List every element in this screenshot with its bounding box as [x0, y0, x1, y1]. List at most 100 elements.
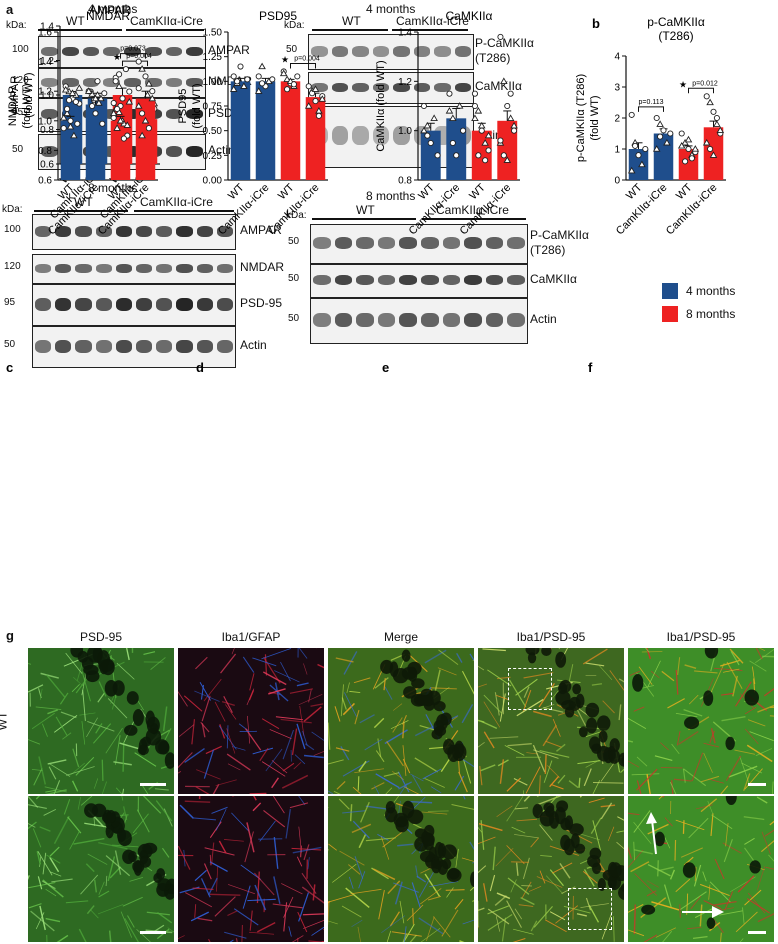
blot-band: [372, 126, 389, 146]
scale-bar: [140, 783, 166, 786]
blot-band: [216, 339, 233, 353]
blot-band: [115, 225, 132, 237]
blot-title: 8 months: [88, 181, 138, 195]
bar: [135, 98, 156, 180]
blot-band: [413, 45, 430, 57]
data-point: [656, 120, 664, 127]
blot-title: 4 months: [366, 2, 416, 16]
micrograph-column-header: PSD-95: [79, 630, 123, 644]
data-point: [682, 158, 689, 165]
blot-band: [95, 225, 112, 237]
data-point: [135, 85, 142, 92]
blot-band: [352, 82, 369, 93]
data-point: [134, 102, 143, 109]
y-tick-label: 1.4: [40, 22, 54, 33]
blot-band: [454, 45, 471, 57]
blot-band: [115, 339, 132, 353]
blot-band: [507, 237, 525, 250]
data-point: [63, 109, 71, 117]
data-point: [123, 121, 132, 128]
data-point: [109, 109, 118, 117]
protein-name: P-CaMKIIα: [475, 36, 534, 50]
blot-band: [216, 225, 233, 237]
data-point: [279, 69, 288, 77]
panel-letter: f: [588, 360, 593, 375]
blot-title: 4 months: [88, 2, 138, 16]
scale-bar: [748, 783, 766, 786]
molecular-weight-label: 95: [12, 107, 24, 118]
blot-band: [196, 339, 213, 353]
data-point: [423, 121, 432, 129]
blot-band: [372, 82, 389, 93]
blot-band: [144, 77, 162, 87]
y-tick-label: 1.6: [38, 28, 52, 39]
blot-band: [165, 46, 183, 57]
micrograph-render: [328, 796, 474, 942]
data-point: [507, 90, 514, 97]
data-point: [312, 98, 319, 105]
blot-band: [124, 109, 141, 120]
data-point: [510, 127, 518, 134]
blot-band: [464, 313, 482, 328]
p-value-label: p=0.073: [120, 46, 146, 53]
data-point: [497, 33, 504, 40]
blot-band: [216, 297, 233, 311]
data-point: [424, 132, 431, 139]
micrograph-image: [28, 648, 174, 794]
protein-site: (T286): [475, 51, 511, 65]
kda-label: kDa:: [284, 20, 305, 31]
blot-band: [103, 46, 120, 57]
blot-band: [95, 263, 112, 273]
bar: [653, 133, 674, 180]
data-point: [237, 63, 244, 70]
data-point: [141, 116, 150, 124]
data-point: [482, 157, 489, 164]
blot-band: [331, 126, 348, 146]
data-point: [84, 87, 93, 94]
kda-label: kDa:: [6, 20, 27, 31]
blot-band: [75, 297, 92, 311]
blot-band: [35, 225, 52, 237]
blot-band: [356, 237, 374, 250]
y-tick-label: 3: [614, 83, 620, 94]
blot-band: [165, 77, 183, 87]
protein-name: AMPAR: [240, 223, 282, 237]
p-value-label: p=0.004: [126, 53, 152, 60]
y-axis-label-unit: (fold WT): [21, 83, 33, 128]
data-point: [504, 102, 511, 110]
data-point: [94, 78, 101, 85]
molecular-weight-label: 50: [288, 273, 300, 284]
blot-band: [399, 275, 417, 286]
blot-band: [186, 109, 203, 120]
data-point: [64, 105, 71, 113]
bar: [110, 120, 131, 180]
data-point: [430, 114, 438, 121]
blot-band: [313, 275, 331, 286]
blot-band: [464, 275, 482, 286]
bar: [230, 81, 251, 180]
data-point: [713, 120, 721, 127]
group-label-cre: CamKIIα-iCre: [396, 14, 469, 28]
data-point: [135, 58, 142, 65]
western-blot-strip: [38, 36, 206, 68]
data-point: [114, 105, 121, 113]
data-point: [667, 130, 674, 137]
data-point: [255, 73, 262, 80]
blot-band: [124, 77, 141, 87]
blot-band: [124, 145, 141, 157]
group-label-cre: CamKIIα-iCre: [130, 14, 203, 28]
data-point: [706, 98, 714, 106]
blot-band: [35, 339, 52, 353]
panel-letter-a: a: [6, 2, 14, 17]
y-tick-label: 0.25: [203, 151, 223, 162]
y-tick-label: 0.8: [40, 125, 54, 136]
blot-band: [55, 263, 72, 273]
y-tick-label: 1.4: [398, 28, 412, 39]
data-point: [445, 107, 454, 114]
blot-band: [186, 77, 203, 87]
protein-label: PSD-95: [240, 296, 282, 311]
western-blot-strip: [310, 298, 528, 344]
blot-band: [421, 237, 439, 250]
data-point: [258, 62, 266, 70]
data-point: [305, 83, 312, 90]
